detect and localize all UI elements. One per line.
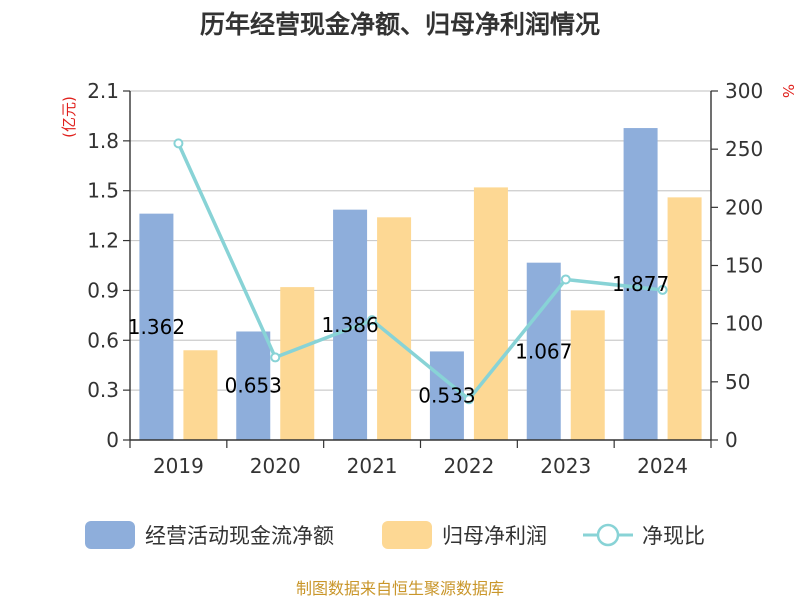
ratio-point [367,315,378,326]
legend-label-ratio: 净现比 [642,524,705,548]
left-tick-label: 1.8 [87,129,119,153]
axes: 0 0.3 0.6 0.9 1.2 1.5 1.8 2.1 0 50 100 150 200 250 300… [87,79,763,478]
source-note: 制图数据来自恒生聚源数据库 [296,579,504,598]
legend-swatch-profit [382,521,432,549]
right-tick-label: 300 [725,79,763,103]
legend-label-cashflow: 经营活动现金流净额 [145,524,334,548]
legend: 经营活动现金流净额 归母净利润 净现比 [85,521,705,549]
x-tick-label: 2021 [347,454,398,478]
bar-data-label: 1.877 [612,272,669,296]
bar-operating-cashflow [139,213,174,440]
x-tick-label: 2022 [443,454,494,478]
ratio-point [657,284,668,295]
x-tick-label: 2023 [540,454,591,478]
right-tick-label: 200 [725,195,763,219]
bar-net-profit [280,287,315,440]
data-labels: 1.362 0.653 1.386 0.533 1.067 1.877 [128,272,669,408]
left-axis-unit: (亿元) [60,96,78,138]
left-tick-label: 0 [106,428,119,452]
left-tick-label: 0.9 [87,278,119,302]
right-tick-label: 150 [725,254,763,278]
right-tick-label: 50 [725,370,750,394]
right-tick-label: 100 [725,312,763,336]
bar-operating-cashflow [623,128,658,440]
bar-net-profit [473,187,508,440]
x-tick-label: 2019 [153,454,204,478]
legend-swatch-cashflow [85,521,135,549]
bar-data-label: 0.653 [225,374,282,398]
bar-data-label: 1.386 [321,313,378,337]
bar-net-profit [570,310,605,440]
bar-data-label: 1.067 [515,339,572,363]
ratio-point [173,138,184,149]
right-axis-unit: % [779,84,797,98]
ratio-point [270,352,281,363]
chart-title: 历年经营现金净额、归母净利润情况 [200,10,600,39]
left-tick-label: 0.6 [87,328,119,352]
left-tick-label: 1.2 [87,229,119,253]
left-tick-label: 1.5 [87,179,119,203]
bar-operating-cashflow [236,331,271,440]
bar-net-profit [183,350,218,440]
bar-data-label: 1.362 [128,315,185,339]
right-tick-label: 250 [725,137,763,161]
x-tick-label: 2024 [637,454,688,478]
bar-net-profit [667,197,702,440]
bars [139,128,702,440]
ratio-point [463,394,474,405]
legend-label-profit: 归母净利润 [442,524,547,548]
ratio-line [173,138,668,405]
bar-operating-cashflow [429,351,464,440]
right-tick-label: 0 [725,428,738,452]
ratio-point [560,274,571,285]
bar-data-label: 0.533 [418,384,475,408]
ratio-line-path [176,142,663,402]
left-tick-label: 2.1 [87,79,119,103]
legend-marker-ratio [596,523,620,547]
gridlines [130,90,711,391]
x-tick-label: 2020 [250,454,301,478]
left-tick-label: 0.3 [87,378,119,402]
